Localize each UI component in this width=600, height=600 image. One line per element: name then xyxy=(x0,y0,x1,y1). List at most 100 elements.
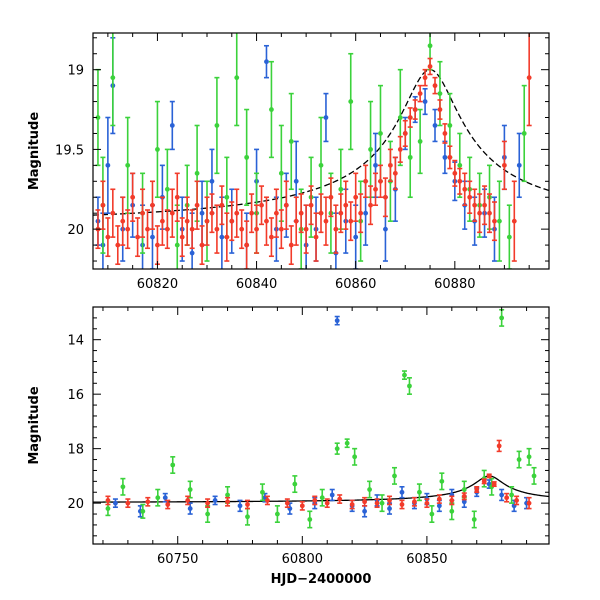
data-point xyxy=(205,498,211,509)
data-point xyxy=(288,225,294,266)
point-marker xyxy=(449,498,455,503)
data-point xyxy=(307,510,313,529)
point-marker xyxy=(307,517,313,522)
point-marker xyxy=(150,234,155,240)
data-point xyxy=(432,76,438,95)
point-marker xyxy=(397,115,403,120)
point-marker xyxy=(471,517,477,522)
point-marker xyxy=(259,202,264,208)
data-point xyxy=(406,377,412,395)
point-marker xyxy=(329,492,335,498)
point-marker xyxy=(514,498,520,503)
data-point xyxy=(313,212,319,262)
point-marker xyxy=(427,43,433,49)
point-marker xyxy=(467,194,473,200)
data-point xyxy=(407,107,413,128)
plot-area xyxy=(93,308,549,529)
point-marker xyxy=(338,210,344,216)
point-marker xyxy=(499,492,505,498)
point-marker xyxy=(497,218,502,224)
data-point xyxy=(164,209,170,250)
data-point xyxy=(471,510,477,529)
point-marker xyxy=(439,478,445,484)
data-point xyxy=(402,119,408,148)
data-point xyxy=(392,156,398,191)
point-marker xyxy=(374,500,380,506)
point-marker xyxy=(209,210,215,216)
point-marker xyxy=(363,210,369,216)
point-marker xyxy=(427,64,433,69)
data-point xyxy=(362,505,368,518)
data-point xyxy=(273,188,279,238)
point-marker xyxy=(164,226,170,232)
point-marker xyxy=(407,154,413,160)
data-point xyxy=(130,172,136,222)
data-point xyxy=(303,204,309,254)
data-point xyxy=(268,60,274,159)
point-marker xyxy=(407,383,412,389)
data-point xyxy=(179,217,185,258)
point-marker xyxy=(274,511,280,517)
point-marker xyxy=(472,202,478,208)
data-point xyxy=(334,315,340,326)
data-point xyxy=(225,496,231,507)
point-marker xyxy=(260,489,265,495)
point-marker xyxy=(298,210,304,216)
data-point xyxy=(263,196,269,246)
data-point xyxy=(249,193,255,234)
point-marker xyxy=(442,131,448,136)
point-marker xyxy=(205,500,211,506)
data-point xyxy=(474,485,480,494)
data-point xyxy=(149,180,155,230)
data-point xyxy=(334,442,340,455)
point-marker xyxy=(224,194,230,200)
data-point xyxy=(244,507,250,526)
point-marker xyxy=(358,210,364,216)
data-point xyxy=(399,499,405,510)
data-point xyxy=(199,225,205,266)
point-marker xyxy=(125,226,131,232)
point-marker xyxy=(422,99,428,104)
point-marker xyxy=(334,318,340,324)
point-marker xyxy=(194,202,200,208)
y-axis-label: Magnitude xyxy=(27,112,42,191)
point-marker xyxy=(424,500,430,506)
point-marker xyxy=(486,473,492,479)
point-marker xyxy=(145,499,151,505)
data-point xyxy=(324,498,330,509)
point-marker xyxy=(457,178,463,184)
point-marker xyxy=(457,162,463,168)
point-marker xyxy=(328,194,334,200)
data-point xyxy=(318,193,324,234)
point-marker xyxy=(95,115,101,120)
point-marker xyxy=(338,186,344,192)
y-axis-label: Magnitude xyxy=(27,386,42,465)
point-marker xyxy=(185,498,191,503)
point-marker xyxy=(412,499,417,505)
data-point xyxy=(504,492,510,503)
data-point xyxy=(288,92,294,191)
point-marker xyxy=(429,511,435,517)
point-marker xyxy=(417,139,423,144)
data-point xyxy=(521,84,527,183)
point-marker xyxy=(140,508,146,514)
data-point xyxy=(526,496,532,510)
point-marker xyxy=(164,186,170,192)
point-marker xyxy=(105,498,111,503)
series-2 xyxy=(105,439,532,511)
point-marker xyxy=(179,234,185,240)
data-point xyxy=(115,225,121,266)
point-marker xyxy=(417,489,422,495)
y-tick-label: 18 xyxy=(67,443,84,458)
point-marker xyxy=(212,498,218,503)
point-marker xyxy=(234,75,240,81)
point-marker xyxy=(135,234,141,240)
point-marker xyxy=(187,487,193,492)
data-point xyxy=(397,135,403,163)
data-point xyxy=(417,108,423,175)
data-point xyxy=(531,466,537,485)
data-point xyxy=(401,370,407,380)
point-marker xyxy=(337,496,343,502)
data-point xyxy=(170,456,176,474)
point-marker xyxy=(209,178,215,184)
